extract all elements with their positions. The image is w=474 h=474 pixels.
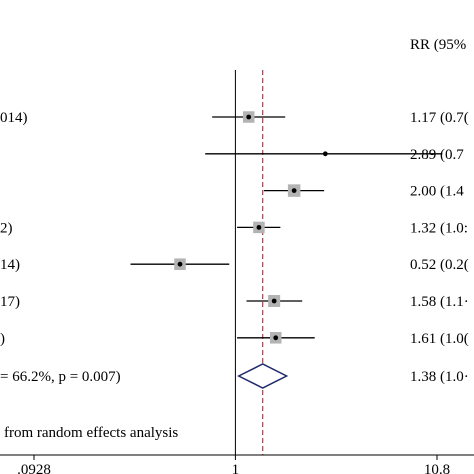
point-estimate (177, 261, 183, 267)
study-row-5: 14) 0.52 (0.2( (0, 257, 469, 273)
study-row-2: 2.89 (0.7 (205, 147, 464, 163)
overall-diamond (237, 363, 289, 389)
ci-text: 0.52 (0.2( (410, 257, 469, 273)
point-estimate (273, 335, 279, 341)
study-label: ) (0, 331, 5, 347)
ci-text: 1.32 (1.0: (410, 220, 468, 236)
ci-text: 2.00 (1.4 (410, 184, 464, 200)
study-label: 14) (0, 257, 20, 273)
point-estimate (271, 298, 277, 304)
ci-text: 1.58 (1.1· (410, 294, 469, 310)
overall-label: = 66.2%, p = 0.007) (0, 369, 121, 385)
point-estimate (322, 151, 328, 157)
study-label: 17) (0, 294, 20, 310)
x-tick-label: 10.8 (424, 462, 450, 474)
overall-ci-text: 1.38 (1.0· (410, 369, 469, 385)
overall-row: = 66.2%, p = 0.007) 1.38 (1.0· (0, 363, 469, 389)
x-tick-label: .0928 (17, 462, 51, 474)
study-row-6: 17) 1.58 (1.1· (0, 294, 469, 310)
ci-text: 1.17 (0.7( (410, 110, 469, 126)
header-rr: RR (95% (410, 37, 466, 53)
x-tick-label: 1 (232, 462, 240, 474)
study-row-1: 014) 1.17 (0.7( (0, 110, 469, 126)
study-row-7: ) 1.61 (1.0( (0, 331, 469, 347)
study-label: 2) (0, 220, 13, 236)
point-estimate (246, 114, 252, 120)
point-estimate (256, 225, 262, 230)
point-estimate (291, 188, 297, 194)
ci-text: 1.61 (1.0( (410, 331, 469, 347)
footnote: from random effects analysis (4, 425, 178, 441)
study-label: 014) (0, 110, 28, 126)
ci-text: 2.89 (0.7 (410, 147, 464, 163)
study-row-3: 2.00 (1.4 (263, 184, 464, 200)
study-row-4: 2) 1.32 (1.0: (0, 220, 468, 236)
